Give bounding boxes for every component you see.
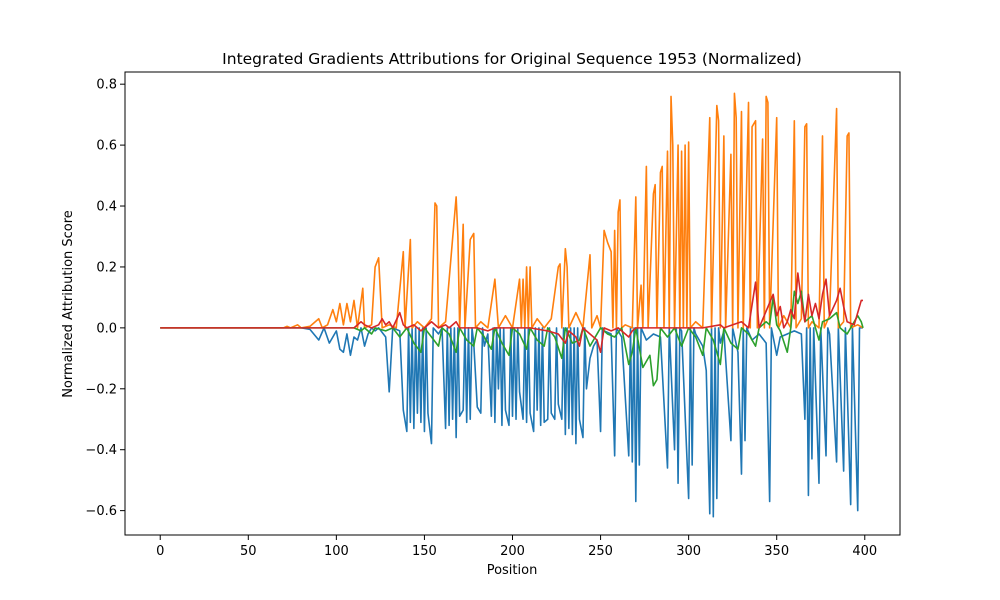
y-tick-label: 0.0 [96,321,117,336]
y-axis-label: Normalized Attribution Score [61,210,76,398]
y-tick-label: 0.6 [96,139,117,154]
x-tick-label: 150 [412,544,437,559]
x-tick-label: 50 [240,544,257,559]
x-tick-label: 250 [588,544,613,559]
axes-layer: 0 50 100 150 200 250 300 350 400 −0.6 −0.4 −0.2 0.0 0… [85,71,901,559]
x-tick-label: 0 [156,544,164,559]
x-tick-label: 100 [324,544,349,559]
y-tick-label: −0.2 [85,382,117,397]
x-tick-label: 200 [500,544,525,559]
x-tick-label: 350 [764,544,789,559]
x-tick-label: 300 [676,544,701,559]
series-line-0 [160,327,864,518]
y-tick-label: 0.2 [96,260,117,275]
chart-title: Integrated Gradients Attributions for Or… [222,50,802,68]
y-tick-label: 0.8 [96,78,117,93]
x-tick-label: 400 [852,544,877,559]
y-tick-label: 0.4 [96,200,117,215]
series-line-3 [160,272,864,354]
series-layer [160,92,864,518]
x-axis-label: Position [487,563,538,578]
y-tick-label: −0.4 [85,443,117,458]
series-line-2 [160,290,864,387]
y-tick-label: −0.6 [85,504,117,519]
